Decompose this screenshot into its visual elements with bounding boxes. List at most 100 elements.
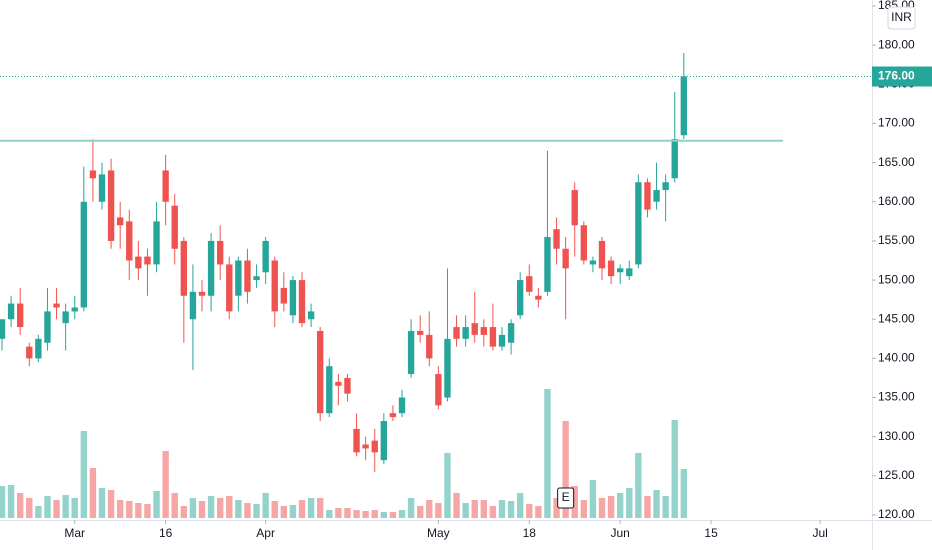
volume-bar [553, 498, 560, 518]
y-tick-label: 125.00 [878, 468, 915, 482]
candle-body [126, 221, 133, 261]
candle-body [589, 260, 597, 265]
candle-body [53, 303, 60, 308]
volume-bar [307, 498, 315, 518]
candle-body [0, 319, 6, 339]
candle-body [107, 170, 115, 241]
volume-bar [53, 500, 60, 518]
y-tick-label: 160.00 [878, 194, 915, 208]
volume-bar [462, 503, 469, 518]
volume-bar [262, 493, 269, 518]
y-tick-label: 170.00 [878, 116, 915, 130]
volume-bar [44, 496, 51, 518]
candle-body [35, 338, 42, 359]
x-tick-label: Jun [611, 526, 630, 540]
volume-bar [244, 503, 251, 518]
volume-bar [26, 498, 33, 518]
volume-bar [280, 506, 287, 518]
currency-box [887, 6, 916, 30]
candle-body [380, 421, 387, 461]
volume-bar [662, 496, 669, 518]
candle-body [517, 280, 524, 316]
candle-body [298, 280, 306, 324]
candle-body [389, 413, 397, 418]
volume-bar [189, 498, 197, 518]
volume-bar [617, 493, 624, 518]
candle-body [535, 295, 542, 300]
volume-bar [217, 498, 224, 518]
candle-body [353, 428, 360, 453]
candle-body [80, 201, 87, 308]
x-tick-label: 15 [704, 526, 718, 540]
candle-body [326, 366, 333, 414]
candle-body [507, 323, 515, 343]
candle-body [17, 303, 24, 328]
volume-bar [526, 504, 533, 518]
volume-bar [180, 506, 187, 518]
volume-bar [535, 506, 542, 518]
candle-body [117, 217, 124, 226]
plot [0, 53, 687, 518]
volume-bar [444, 453, 451, 518]
volume-bar [607, 496, 615, 518]
volume-bar [326, 510, 333, 518]
volume-bar [71, 498, 78, 518]
volume-bar [426, 500, 433, 518]
y-tick-label: 165.00 [878, 155, 915, 169]
candle-body [362, 444, 369, 449]
candle-body [271, 260, 278, 312]
candle-body [617, 268, 624, 273]
x-tick-label: Apr [256, 526, 275, 540]
x-tick-label: 18 [523, 526, 537, 540]
candle-body [235, 260, 242, 296]
candle-body [453, 327, 460, 339]
candle-body [26, 346, 33, 359]
candle-body [7, 303, 15, 320]
volume-bar [107, 490, 115, 518]
candle-body [171, 205, 178, 249]
candle-body [198, 291, 206, 296]
volume-bar [289, 505, 297, 518]
volume-bar [89, 468, 97, 518]
volume-bar [517, 493, 524, 518]
candle-body [653, 190, 660, 202]
volume-bar [153, 491, 160, 518]
last-price-tag: 176.00 [878, 69, 915, 83]
candle-body [153, 221, 160, 265]
volume-bar [626, 488, 633, 518]
candle-body [607, 260, 615, 277]
candle-body [635, 182, 642, 265]
volume-bar [253, 504, 260, 518]
candle-body [226, 264, 233, 312]
x-tick-label: May [427, 526, 450, 540]
last-price-tag-bg [872, 66, 932, 87]
volume-bar [98, 488, 106, 518]
volume-bar [644, 496, 651, 518]
volume-bar [7, 485, 15, 518]
volume-bar [635, 453, 642, 518]
volume-bar [17, 493, 24, 518]
volume-bar [198, 501, 206, 518]
candle-body [407, 330, 415, 375]
candle-body [244, 260, 251, 292]
volume-bar [317, 498, 324, 518]
candle-body [526, 276, 533, 292]
candle-body [344, 377, 351, 394]
volume-bar [362, 511, 369, 518]
candle-body [162, 170, 169, 202]
candle-body [98, 174, 106, 202]
candle-body [671, 139, 678, 179]
candle-body [580, 225, 587, 261]
volume-bar [389, 512, 397, 518]
volume-bar [271, 501, 278, 518]
y-tick-label: 145.00 [878, 311, 915, 325]
volume-bar [453, 493, 460, 518]
event-marker [557, 487, 575, 509]
candle-body [480, 327, 487, 335]
volume-bar [489, 506, 497, 518]
y-tick-label: 180.00 [878, 37, 915, 51]
candle-body [371, 440, 378, 453]
candle-body [62, 311, 69, 324]
volume-bar [226, 496, 233, 518]
